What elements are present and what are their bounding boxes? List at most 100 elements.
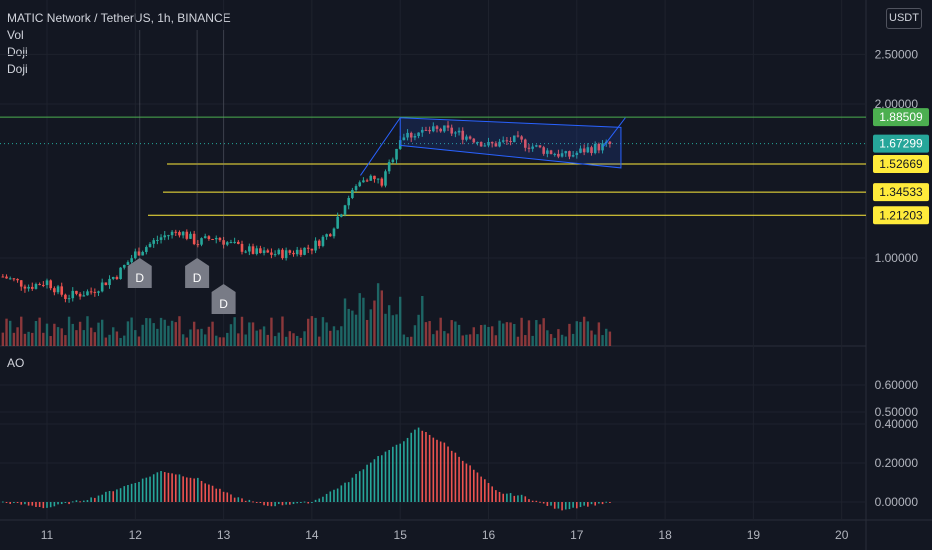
candle-body bbox=[310, 248, 314, 251]
volume-bar bbox=[391, 315, 395, 346]
candle-body bbox=[354, 186, 358, 190]
ao-bar bbox=[281, 502, 284, 506]
volume-bar bbox=[273, 336, 277, 346]
volume-bar bbox=[516, 336, 520, 346]
candle-body bbox=[439, 128, 442, 132]
volume-bar bbox=[329, 330, 332, 346]
candle-body bbox=[560, 153, 564, 157]
ao-bar bbox=[528, 499, 530, 502]
volume-bar bbox=[387, 305, 391, 346]
ao-bar bbox=[399, 443, 401, 502]
candle-body bbox=[111, 276, 115, 279]
candle-body bbox=[134, 251, 137, 259]
volume-bar bbox=[112, 327, 115, 346]
volume-bar bbox=[502, 323, 505, 346]
parallel-channel bbox=[399, 117, 622, 169]
volume-bar bbox=[417, 314, 420, 346]
candle-body bbox=[148, 243, 152, 248]
volume-bar bbox=[593, 334, 597, 346]
candle-body bbox=[409, 132, 413, 138]
candle-body bbox=[424, 129, 428, 131]
ao-bar bbox=[392, 446, 394, 502]
x-tick-label: 14 bbox=[305, 528, 319, 542]
ao-bar bbox=[60, 502, 63, 505]
candle-body bbox=[248, 246, 251, 252]
volume-bar bbox=[531, 335, 534, 346]
ao-bar bbox=[381, 455, 383, 502]
candle-body bbox=[145, 247, 148, 252]
candle-body bbox=[8, 278, 12, 280]
candle-body bbox=[115, 276, 119, 279]
ao-bar bbox=[517, 495, 519, 502]
ao-bar bbox=[149, 476, 151, 502]
ao-bar bbox=[263, 502, 265, 506]
volume-bar bbox=[535, 320, 538, 346]
ao-bar bbox=[531, 500, 534, 502]
candle-body bbox=[347, 197, 350, 206]
indicator-doji-1[interactable]: Doji bbox=[7, 45, 28, 59]
candle-body bbox=[468, 136, 472, 139]
symbol-title[interactable]: MATIC Network / TetherUS, 1h, BINANCE bbox=[7, 11, 231, 25]
volume-bar bbox=[557, 329, 560, 346]
ao-series bbox=[2, 427, 611, 511]
ao-bar bbox=[307, 502, 310, 504]
candle-body bbox=[571, 155, 575, 157]
indicator-doji-2[interactable]: Doji bbox=[7, 62, 28, 76]
candle-body bbox=[218, 237, 222, 241]
ao-bar bbox=[105, 491, 107, 502]
volume-bar bbox=[546, 330, 549, 346]
volume-bar bbox=[222, 337, 225, 346]
ao-pane-label[interactable]: AO bbox=[7, 356, 25, 370]
candle-body bbox=[387, 162, 391, 172]
ao-bar bbox=[119, 488, 122, 502]
candle-body bbox=[56, 286, 60, 293]
candle-body bbox=[100, 282, 104, 292]
candle-body bbox=[23, 286, 27, 289]
ao-bar bbox=[248, 499, 251, 502]
candle-body bbox=[479, 142, 483, 147]
ao-bar bbox=[101, 494, 103, 502]
candle-body bbox=[509, 140, 512, 143]
candle-body bbox=[281, 249, 284, 259]
ao-bar bbox=[237, 497, 240, 502]
candle-body bbox=[369, 175, 373, 181]
ao-bar bbox=[465, 463, 468, 502]
indicator-vol[interactable]: Vol bbox=[7, 28, 24, 42]
currency-button[interactable]: USDT bbox=[886, 8, 922, 29]
candle-body bbox=[192, 233, 196, 245]
volume-bar bbox=[399, 296, 402, 346]
candle-series bbox=[1, 121, 612, 303]
volume-bar bbox=[553, 337, 556, 346]
candle-body bbox=[579, 148, 582, 153]
ao-bar bbox=[145, 477, 148, 502]
ao-y-tick-label: 0.60000 bbox=[875, 378, 919, 392]
ao-bar bbox=[579, 502, 582, 508]
volume-bar bbox=[104, 337, 108, 346]
price-axis-tag-label: 1.88509 bbox=[879, 110, 923, 124]
ao-bar bbox=[244, 500, 247, 502]
volume-bar bbox=[413, 325, 417, 346]
volume-bar bbox=[192, 321, 196, 346]
ao-bar bbox=[520, 494, 523, 502]
volume-bar bbox=[483, 324, 487, 346]
volume-bar bbox=[410, 336, 413, 346]
ao-bar bbox=[303, 501, 306, 503]
ao-bar bbox=[141, 478, 144, 502]
ao-bar bbox=[27, 502, 30, 506]
volume-bar bbox=[461, 335, 464, 346]
ao-bar bbox=[414, 429, 416, 502]
ao-bar bbox=[204, 483, 207, 502]
candle-body bbox=[546, 150, 549, 154]
volume-bar bbox=[34, 320, 38, 346]
candle-body bbox=[130, 258, 133, 263]
volume-bar bbox=[53, 323, 56, 346]
volume-bar bbox=[45, 323, 49, 346]
ao-bar bbox=[71, 501, 74, 503]
volume-bar bbox=[336, 330, 339, 346]
volume-bar bbox=[240, 316, 244, 346]
candle-body bbox=[321, 236, 325, 246]
candle-body bbox=[549, 150, 553, 155]
ao-bar bbox=[200, 480, 203, 502]
volume-bar bbox=[204, 334, 207, 346]
